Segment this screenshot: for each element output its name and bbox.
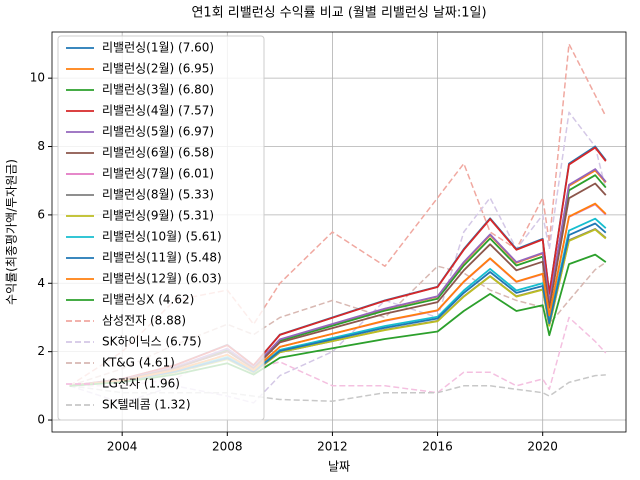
y-axis-label: 수익률(최종평가액/투자원금) — [5, 159, 19, 305]
legend-box — [57, 35, 265, 421]
legend-label: 삼성전자 (8.88) — [102, 314, 186, 328]
legend-label: KT&G (4.61) — [102, 356, 175, 370]
legend-label: LG전자 (1.96) — [102, 377, 180, 391]
legend-label: 리밸런싱(11월) (5.48) — [102, 251, 222, 265]
legend-label: SK텔레콤 (1.32) — [102, 398, 191, 412]
y-tick-label: 2 — [37, 344, 45, 358]
x-tick-label: 2016 — [422, 440, 453, 454]
legend-label: 리밸런싱(5월) (6.97) — [102, 125, 214, 139]
legend-label: 리밸런싱X (4.62) — [102, 293, 194, 307]
legend: 리밸런싱(1월) (7.60) 리밸런싱(2월) (6.95) 리밸런싱(3월) (… — [57, 35, 265, 421]
x-tick-label: 2020 — [527, 440, 558, 454]
legend-label: 리밸런싱(8월) (5.33) — [102, 188, 214, 202]
x-axis-label: 날짜 — [328, 460, 350, 474]
legend-label: 리밸런싱(7월) (6.01) — [102, 167, 214, 181]
chart-title: 연1회 리밸런싱 수익률 비교 (월별 리밸런싱 날짜:1일) — [191, 6, 486, 21]
legend-label: 리밸런싱(10월) (5.61) — [102, 230, 222, 244]
plot-frame — [51, 31, 627, 433]
legend-label: 리밸런싱(6월) (6.58) — [102, 146, 214, 160]
legend-label: 리밸런싱(4월) (7.57) — [102, 104, 214, 118]
x-tick-label: 2012 — [317, 440, 348, 454]
legend-label: 리밸런싱(1월) (7.60) — [102, 41, 214, 55]
y-tick-label: 8 — [37, 139, 45, 153]
x-tick-label: 2008 — [212, 440, 243, 454]
y-tick-label: 10 — [30, 71, 45, 85]
x-tick-label: 2004 — [107, 440, 138, 454]
legend-label: SK하이닉스 (6.75) — [102, 335, 202, 349]
legend-label: 리밸런싱(9월) (5.31) — [102, 209, 214, 223]
y-tick-label: 0 — [37, 413, 45, 427]
y-tick-label: 6 — [37, 207, 45, 221]
legend-label: 리밸런싱(12월) (6.03) — [102, 272, 222, 286]
legend-label: 리밸런싱(2월) (6.95) — [102, 62, 214, 76]
y-tick-label: 4 — [37, 276, 45, 290]
legend-label: 리밸런싱(3월) (6.80) — [102, 83, 214, 97]
